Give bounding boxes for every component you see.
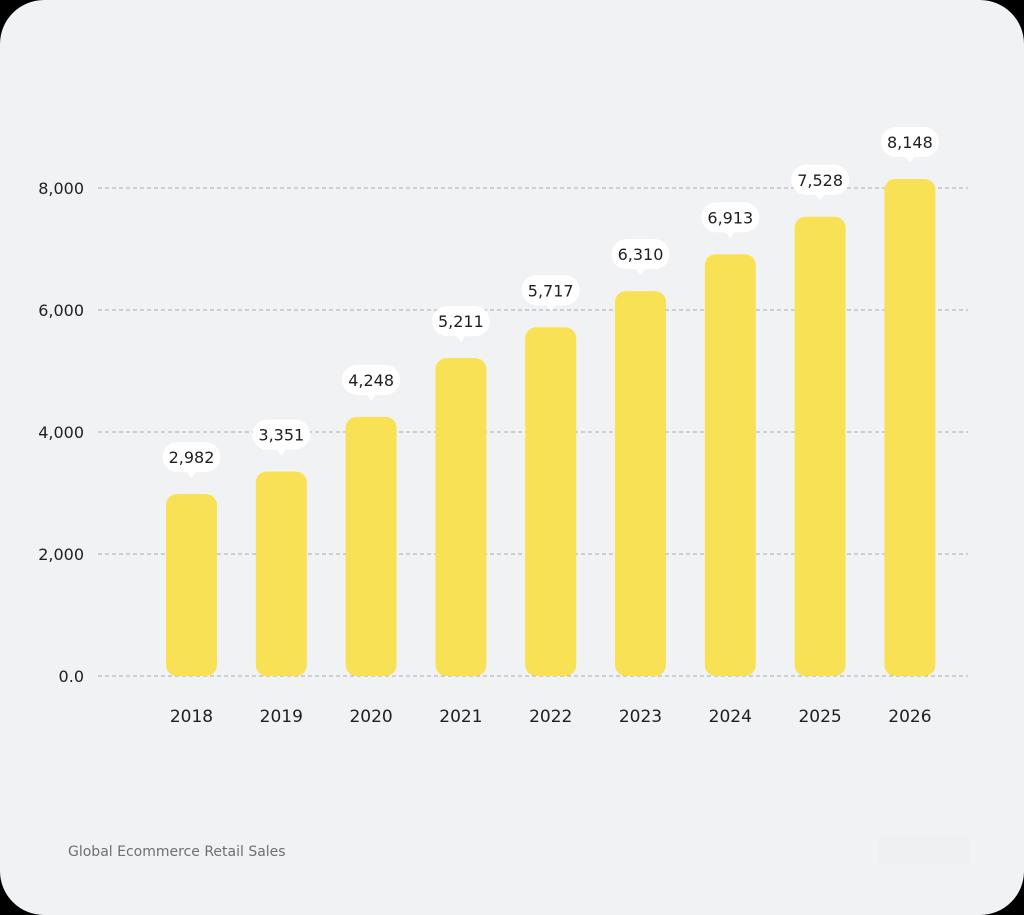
value-badge <box>611 239 670 270</box>
faint-placeholder-box <box>878 836 970 864</box>
value-badge-pointer <box>455 335 466 343</box>
value-label: 5,211 <box>438 312 484 331</box>
value-label: 5,717 <box>528 281 574 300</box>
y-tick-label: 2,000 <box>38 545 84 564</box>
value-label: 4,248 <box>348 371 394 390</box>
value-label: 3,351 <box>258 426 304 445</box>
value-badge <box>431 306 490 337</box>
value-label: 6,913 <box>707 208 753 227</box>
value-badge <box>701 202 760 233</box>
bar <box>525 327 577 676</box>
value-label: 7,528 <box>797 171 843 190</box>
x-category-label: 2025 <box>798 707 841 727</box>
value-badge-pointer <box>815 193 826 201</box>
value-badge-pointer <box>545 304 556 312</box>
bar <box>435 358 487 676</box>
x-category-label: 2026 <box>888 707 931 727</box>
value-badge-pointer <box>635 268 646 276</box>
y-tick-label: 4,000 <box>38 423 84 442</box>
x-category-label: 2020 <box>349 707 392 727</box>
chart-caption: Global Ecommerce Retail Sales <box>68 844 286 860</box>
value-badge-pointer <box>725 231 736 239</box>
bar <box>345 416 397 676</box>
x-category-label: 2018 <box>170 707 213 727</box>
value-badge-pointer <box>366 393 377 401</box>
bar <box>884 178 936 677</box>
x-category-label: 2024 <box>709 707 752 727</box>
value-badge <box>521 275 580 306</box>
bar <box>794 216 846 677</box>
y-tick-label: 6,000 <box>38 301 84 320</box>
x-category-label: 2021 <box>439 707 482 727</box>
value-badge <box>342 364 401 395</box>
bar <box>166 494 217 676</box>
value-label: 2,982 <box>169 448 215 467</box>
bar <box>255 471 307 676</box>
bar <box>704 254 756 676</box>
value-badge <box>880 126 939 157</box>
value-badge <box>162 442 221 473</box>
x-category-label: 2019 <box>260 707 303 727</box>
bar <box>615 291 666 676</box>
value-badge <box>252 419 311 450</box>
value-badge-pointer <box>186 471 197 479</box>
value-label: 6,310 <box>618 245 664 264</box>
y-tick-label: 8,000 <box>38 179 84 198</box>
value-label: 8,148 <box>887 133 933 152</box>
value-badge <box>791 164 850 195</box>
x-category-label: 2022 <box>529 707 572 727</box>
value-badge-pointer <box>276 448 287 456</box>
y-tick-label: 0.0 <box>59 667 84 686</box>
value-badge-pointer <box>904 155 915 163</box>
x-category-label: 2023 <box>619 707 662 727</box>
